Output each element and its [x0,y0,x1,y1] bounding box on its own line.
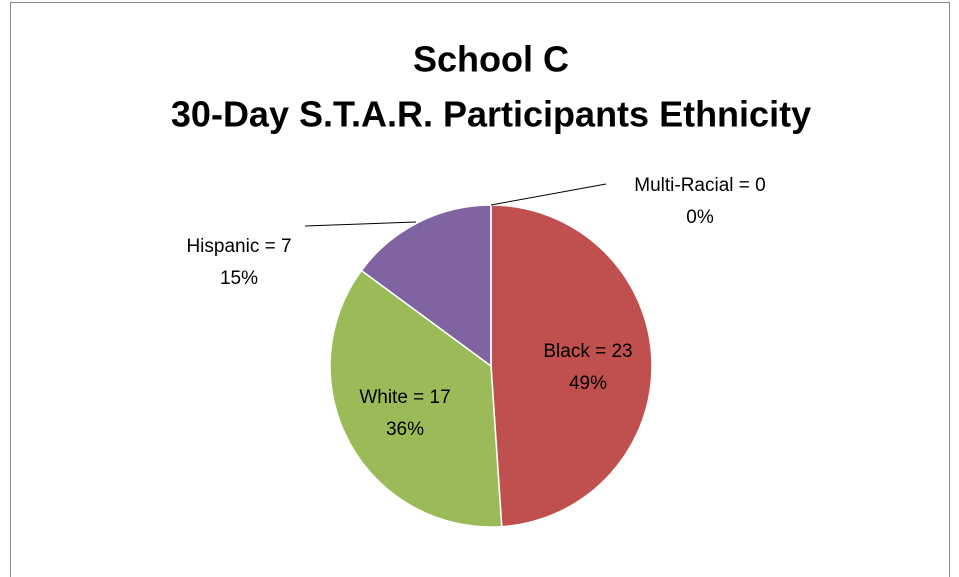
slice-value-label: 15% [220,268,258,289]
slice-label: Black = 23 [543,341,632,362]
slice-value-label: 49% [569,373,607,394]
pie-slice [329,269,503,528]
slice-label: Multi-Racial = 0 [634,175,765,196]
slice-label: White = 17 [359,387,450,408]
chart-title: School C [413,39,569,80]
leader-line [490,183,607,206]
slice-label: Hispanic = 7 [186,236,291,257]
slice-value-label: 36% [386,419,424,440]
leader-line [304,221,417,227]
pie-slice [360,204,492,368]
slice-value-label: 0% [686,207,714,228]
pie-slice [490,204,653,528]
chart-subtitle: 30-Day S.T.A.R. Participants Ethnicity [171,94,811,135]
